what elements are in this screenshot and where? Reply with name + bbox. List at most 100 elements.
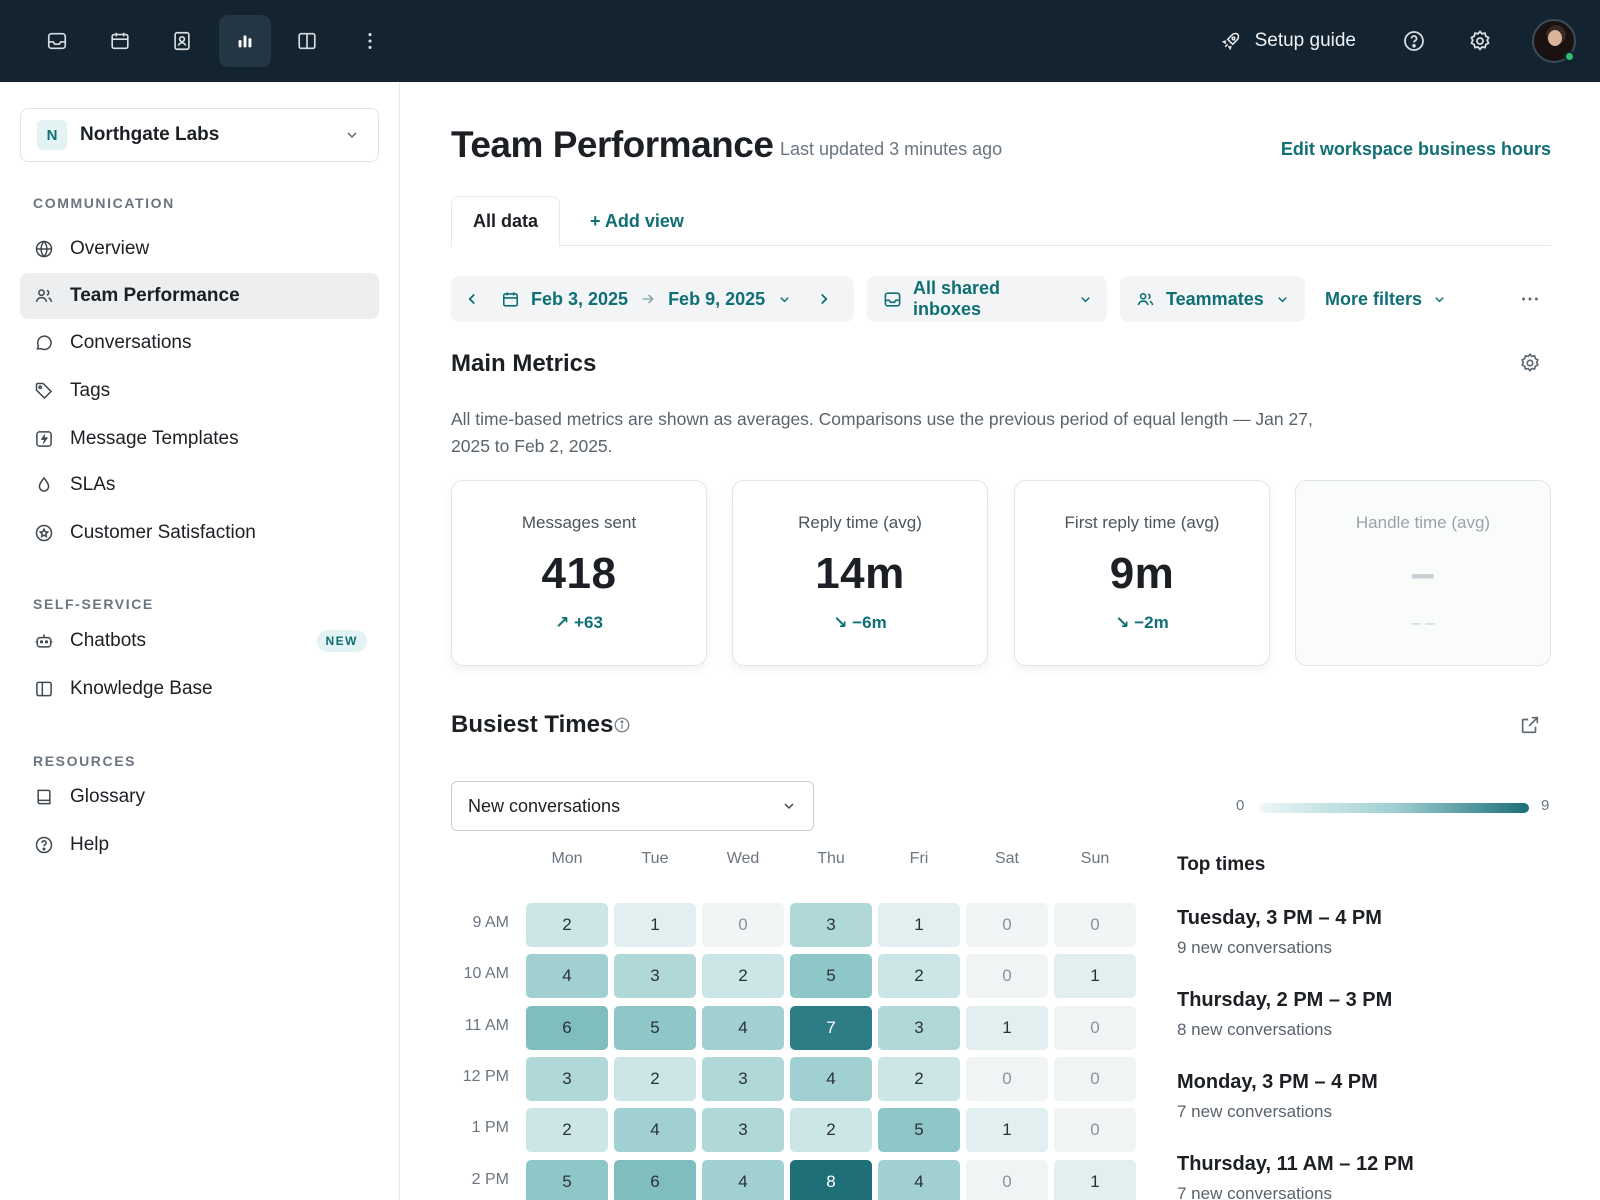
more-filters-button[interactable]: More filters xyxy=(1325,276,1447,322)
sidebar-item-knowledge-base[interactable]: Knowledge Base xyxy=(20,666,379,712)
sidebar-item-label: Team Performance xyxy=(70,285,240,306)
calendar-icon[interactable] xyxy=(94,15,146,67)
tag-icon xyxy=(34,381,54,401)
heatmap-cell[interactable]: 3 xyxy=(702,1056,784,1101)
sidebar-item-glossary[interactable]: Glossary xyxy=(20,774,379,820)
heatmap-cell[interactable]: 2 xyxy=(878,954,960,999)
chevron-left-icon[interactable] xyxy=(463,290,481,308)
analytics-icon[interactable] xyxy=(218,15,271,67)
settings-gear-icon[interactable] xyxy=(1466,27,1494,55)
metrics-settings-gear-icon[interactable] xyxy=(1519,352,1541,374)
sidebar-item-message-templates[interactable]: Message Templates xyxy=(20,416,379,462)
heatmap-cell[interactable]: 4 xyxy=(526,954,608,999)
heatmap-cell[interactable]: 5 xyxy=(614,1005,696,1050)
sidebar-item-team-performance[interactable]: Team Performance xyxy=(20,273,379,319)
globe-icon xyxy=(34,239,54,259)
heatmap-cell[interactable]: 1 xyxy=(1054,1159,1136,1200)
metric-card-reply-time[interactable]: Reply time (avg) 14m ↘ −6m xyxy=(732,480,988,666)
heatmap-hour-label: 2 PM xyxy=(471,1170,509,1188)
heatmap-cell[interactable]: 3 xyxy=(526,1056,608,1101)
heatmap-cell[interactable]: 6 xyxy=(614,1159,696,1200)
heatmap-cell[interactable]: 4 xyxy=(702,1159,784,1200)
heatmap-cell[interactable]: 1 xyxy=(966,1005,1048,1050)
external-link-icon[interactable] xyxy=(1519,714,1541,736)
heatmap-cell[interactable]: 2 xyxy=(526,1108,608,1153)
inboxes-filter[interactable]: All shared inboxes xyxy=(867,276,1107,322)
heatmap-cell[interactable]: 1 xyxy=(966,1108,1048,1153)
heatmap-cell[interactable]: 0 xyxy=(1054,1108,1136,1153)
sidebar-item-chatbots[interactable]: Chatbots NEW xyxy=(20,618,379,664)
arrow-down-right-icon: ↘ xyxy=(1115,613,1130,632)
heatmap-cell[interactable]: 1 xyxy=(878,903,960,947)
metric-card-first-reply-time[interactable]: First reply time (avg) 9m ↘ −2m xyxy=(1014,480,1270,666)
section-title-resources: RESOURCES xyxy=(33,753,137,769)
sidebar-item-slas[interactable]: SLAs xyxy=(20,462,379,508)
heatmap-cell[interactable]: 6 xyxy=(526,1005,608,1050)
more-horizontal-icon[interactable] xyxy=(1519,288,1541,310)
split-view-icon[interactable] xyxy=(281,15,333,67)
metric-label: Reply time (avg) xyxy=(798,513,922,532)
heatmap-cell[interactable]: 0 xyxy=(702,903,784,947)
heatmap-cell[interactable]: 0 xyxy=(966,1159,1048,1200)
setup-guide-button[interactable]: Setup guide xyxy=(1221,30,1356,52)
metric-type-select[interactable]: New conversations xyxy=(451,781,814,831)
info-icon[interactable] xyxy=(613,716,631,734)
help-icon[interactable] xyxy=(1400,27,1428,55)
book-open-icon xyxy=(34,679,54,699)
workspace-initial: N xyxy=(37,120,67,150)
inbox-icon[interactable] xyxy=(31,15,83,67)
heatmap-cell[interactable]: 4 xyxy=(790,1056,872,1101)
heatmap-cell[interactable]: 5 xyxy=(526,1159,608,1200)
metric-card-messages-sent[interactable]: Messages sent 418 ↗ +63 xyxy=(451,480,707,666)
sidebar-item-label: Conversations xyxy=(70,332,192,353)
sidebar: N Northgate Labs COMMUNICATION Overview … xyxy=(0,82,400,1200)
heatmap-cell[interactable]: 1 xyxy=(614,903,696,947)
add-view-button[interactable]: + Add view xyxy=(590,210,684,231)
heatmap-cell[interactable]: 2 xyxy=(614,1056,696,1101)
chevron-right-icon[interactable] xyxy=(815,290,833,308)
heatmap-cell[interactable]: 2 xyxy=(790,1108,872,1153)
heatmap-cell[interactable]: 4 xyxy=(878,1159,960,1200)
heatmap-cell[interactable]: 1 xyxy=(1054,954,1136,999)
heatmap-cell[interactable]: 2 xyxy=(526,903,608,947)
heatmap-day-label: Mon xyxy=(551,850,583,867)
heatmap-cell[interactable]: 3 xyxy=(702,1108,784,1153)
sidebar-item-help[interactable]: Help xyxy=(20,822,379,868)
heatmap-cell[interactable]: 2 xyxy=(702,954,784,999)
heatmap-cell[interactable]: 2 xyxy=(878,1056,960,1101)
heatmap-hour-label: 10 AM xyxy=(463,965,509,983)
top-time-item: Thursday, 11 AM – 12 PM 7 new conversati… xyxy=(1177,1153,1414,1200)
heatmap-cell[interactable]: 8 xyxy=(790,1159,872,1200)
heatmap-cell[interactable]: 3 xyxy=(614,954,696,999)
user-avatar[interactable] xyxy=(1532,19,1576,63)
teammates-filter[interactable]: Teammates xyxy=(1120,276,1305,322)
contacts-icon[interactable] xyxy=(156,15,208,67)
heatmap-cell[interactable]: 4 xyxy=(614,1108,696,1153)
more-vertical-icon[interactable] xyxy=(344,15,396,67)
workspace-switcher[interactable]: N Northgate Labs xyxy=(20,108,379,162)
heatmap-cell[interactable]: 5 xyxy=(790,954,872,999)
top-time-detail: 9 new conversations xyxy=(1177,938,1332,957)
heatmap-cell[interactable]: 0 xyxy=(966,903,1048,947)
heatmap-cell[interactable]: 0 xyxy=(1054,1056,1136,1101)
heatmap-cell[interactable]: 4 xyxy=(702,1005,784,1050)
date-range-filter[interactable]: Feb 3, 2025 Feb 9, 2025 xyxy=(451,276,854,322)
heatmap-cell[interactable]: 0 xyxy=(1054,1005,1136,1050)
rocket-icon xyxy=(1221,32,1239,51)
heatmap-cell[interactable]: 5 xyxy=(878,1108,960,1153)
heatmap-cell[interactable]: 7 xyxy=(790,1005,872,1050)
heatmap-cell[interactable]: 0 xyxy=(966,954,1048,999)
heatmap-cell[interactable]: 3 xyxy=(790,903,872,947)
sidebar-item-overview[interactable]: Overview xyxy=(20,226,379,272)
tab-all-data[interactable]: All data xyxy=(451,196,560,247)
sidebar-item-customer-satisfaction[interactable]: Customer Satisfaction xyxy=(20,510,379,556)
metric-card-handle-time[interactable]: Handle time (avg) – – – xyxy=(1295,480,1551,666)
sidebar-item-tags[interactable]: Tags xyxy=(20,368,379,414)
heatmap-day-label: Sat xyxy=(994,850,1019,867)
heatmap-cell[interactable]: 3 xyxy=(878,1005,960,1050)
metric-change-value: +63 xyxy=(574,613,603,632)
sidebar-item-conversations[interactable]: Conversations xyxy=(20,320,379,366)
heatmap-cell[interactable]: 0 xyxy=(966,1056,1048,1101)
edit-business-hours-link[interactable]: Edit workspace business hours xyxy=(1280,139,1551,159)
heatmap-cell[interactable]: 0 xyxy=(1054,903,1136,947)
